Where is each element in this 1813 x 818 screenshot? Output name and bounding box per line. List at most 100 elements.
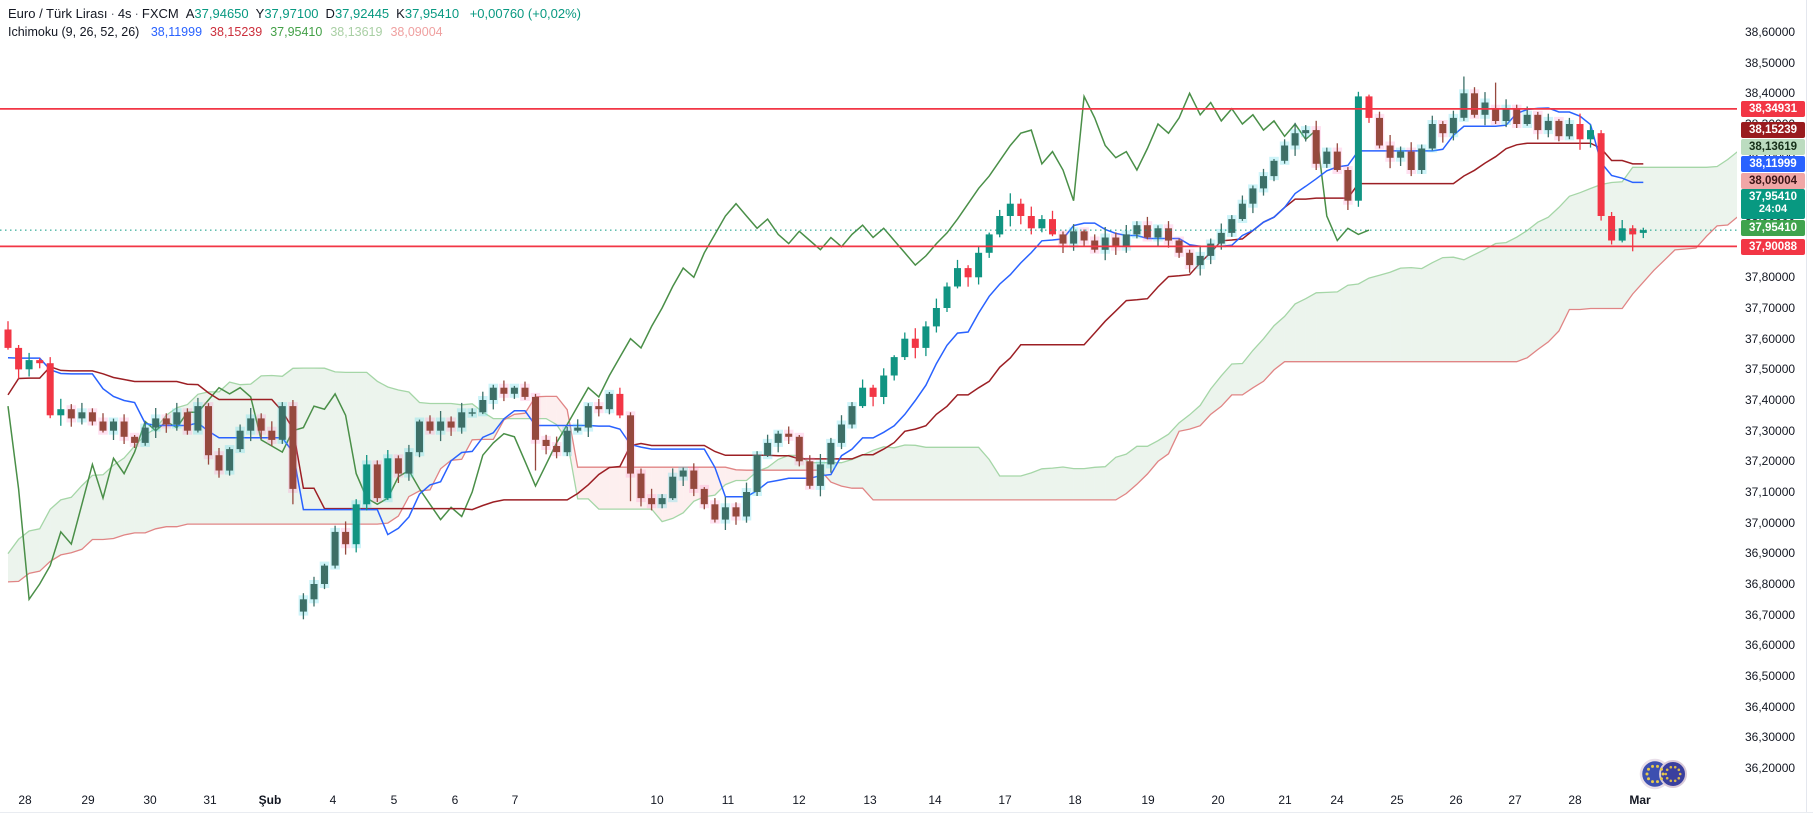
indicator-value-conversion: 38,11999 bbox=[150, 25, 203, 39]
candle-body bbox=[1281, 145, 1289, 161]
candle-body bbox=[131, 436, 139, 443]
candle-body bbox=[859, 387, 867, 407]
ichimoku-cloud-segment bbox=[155, 415, 167, 529]
candle-body bbox=[1344, 170, 1352, 201]
candle-body bbox=[880, 375, 888, 397]
candle-body bbox=[373, 464, 381, 499]
candle-body bbox=[1397, 151, 1405, 158]
ichimoku-cloud-segment bbox=[841, 459, 852, 489]
price-badge: 38,15239 bbox=[1741, 122, 1805, 138]
ichimoku-cloud-segment bbox=[1337, 285, 1348, 362]
price-badge: 37,90088 bbox=[1741, 239, 1805, 255]
candle-body bbox=[36, 360, 44, 364]
candle-body bbox=[1386, 145, 1394, 158]
time-axis-label: 12 bbox=[792, 793, 806, 807]
candle-body bbox=[658, 498, 666, 505]
price-axis-label: 36,50000 bbox=[1745, 669, 1796, 683]
ichimoku-cloud-segment bbox=[29, 528, 40, 574]
ohlc-value: 37,92445 bbox=[334, 6, 390, 21]
candle-body bbox=[1038, 219, 1046, 229]
candle-body bbox=[4, 329, 12, 348]
ichimoku-cloud-segment bbox=[303, 368, 314, 525]
ichimoku-cloud-segment bbox=[166, 407, 177, 527]
ichimoku-cloud-segment bbox=[1558, 196, 1570, 331]
candle-body bbox=[500, 387, 508, 394]
indicator-name: Ichimoku bbox=[8, 25, 59, 39]
ohlc-key: K bbox=[396, 6, 405, 21]
ichimoku-cloud-segment bbox=[1495, 242, 1507, 362]
candle-body bbox=[542, 439, 550, 446]
candle-body bbox=[1460, 93, 1468, 118]
candle-body bbox=[1597, 133, 1605, 216]
ohlc-key: Y bbox=[255, 6, 265, 21]
price-axis[interactable]: 38,6000038,5000038,4000038,3000038,20000… bbox=[1737, 0, 1813, 818]
price-axis-label: 37,60000 bbox=[1745, 331, 1796, 346]
candle-body bbox=[110, 421, 117, 431]
ichimoku-cloud-segment bbox=[883, 446, 895, 500]
ichimoku-cloud-segment bbox=[219, 382, 230, 525]
indicator-legend-row[interactable]: Ichimoku (9, 26, 52, 26) 38,11999 38,1523… bbox=[8, 23, 581, 41]
ichimoku-cloud-segment bbox=[103, 465, 114, 540]
ichimoku-cloud-segment bbox=[1727, 152, 1737, 225]
candle-body bbox=[627, 415, 634, 474]
price-badge: 38,34931 bbox=[1741, 101, 1805, 117]
candle-body bbox=[1238, 203, 1246, 219]
candle-body bbox=[394, 458, 402, 474]
symbol-legend-row[interactable]: Euro / Türk Lirası · 4s · FXCM A37,94650 Y37,9… bbox=[8, 5, 581, 23]
candle-body bbox=[838, 424, 845, 443]
ichimoku-cloud-segment bbox=[1643, 167, 1654, 283]
ichimoku-cloud-segment bbox=[968, 447, 979, 500]
ichimoku-cloud-segment bbox=[1580, 188, 1591, 310]
time-axis-label: 14 bbox=[928, 793, 942, 807]
ichimoku-cloud-segment bbox=[947, 447, 958, 500]
price-axis-label: 37,80000 bbox=[1745, 270, 1796, 285]
ichimoku-cloud-segment bbox=[1347, 284, 1359, 362]
ichimoku-cloud-segment bbox=[1706, 166, 1718, 237]
ichimoku-cloud-segment bbox=[778, 455, 789, 471]
time-axis-label: 27 bbox=[1508, 793, 1522, 807]
ichimoku-cloud-segment bbox=[1041, 468, 1053, 500]
candle-body bbox=[1228, 219, 1236, 233]
candle-body bbox=[1555, 120, 1563, 137]
ohlc-value: 37,94650 bbox=[194, 6, 249, 21]
ichimoku-cloud-segment bbox=[609, 467, 620, 510]
ichimoku-cloud-segment bbox=[546, 396, 557, 425]
time-axis-label: 7 bbox=[511, 793, 519, 807]
indicator-value-lead1: 38,13619 bbox=[330, 25, 383, 39]
candle-body bbox=[637, 473, 645, 499]
ichimoku-cloud-segment bbox=[1696, 167, 1707, 248]
candle-body bbox=[700, 488, 708, 505]
candle-body bbox=[1365, 96, 1373, 118]
time-axis-label: 21 bbox=[1278, 793, 1292, 807]
ichimoku-cloud-segment bbox=[430, 403, 441, 490]
candle-body bbox=[795, 436, 803, 462]
price-axis-label: 36,70000 bbox=[1745, 607, 1796, 622]
ichimoku-cloud-segment bbox=[1263, 325, 1274, 382]
ichimoku-cloud-segment bbox=[482, 412, 494, 440]
candle-body bbox=[732, 507, 740, 517]
axis-border-horizontal bbox=[0, 812, 1813, 813]
price-change: +0,00760 (+0,02%) bbox=[469, 6, 582, 21]
time-axis-label: 4 bbox=[329, 793, 337, 807]
candle-body bbox=[215, 455, 223, 471]
candle-body bbox=[1608, 216, 1616, 241]
ichimoku-cloud-segment bbox=[736, 469, 747, 481]
candle-body bbox=[1534, 114, 1542, 131]
time-axis-label: 19 bbox=[1141, 793, 1155, 807]
candle-body bbox=[1122, 234, 1130, 247]
ichimoku-cloud-segment bbox=[1516, 230, 1528, 362]
time-axis[interactable]: 28 29 30 31 Şub 4 5 6 7 10 11 12 13 14 17 18 19 20 21 24 25 2… bbox=[0, 790, 1737, 818]
ichimoku-cloud-segment bbox=[904, 445, 916, 500]
ohlc-values: A37,94650 Y37,97100 D37,92445 K37,95410 bbox=[179, 6, 459, 21]
ichimoku-cloud-segment bbox=[314, 368, 325, 525]
candle-body bbox=[99, 421, 107, 431]
ichimoku-cloud-segment bbox=[92, 474, 103, 540]
ichimoku-cloud-segment bbox=[1020, 472, 1032, 500]
candle-body bbox=[1492, 108, 1500, 121]
ichimoku-cloud-segment bbox=[50, 499, 61, 562]
price-axis-label: 37,70000 bbox=[1745, 301, 1796, 315]
ichimoku-cloud-segment bbox=[398, 390, 409, 517]
price-axis-label: 37,20000 bbox=[1745, 454, 1796, 469]
time-axis-label: 29 bbox=[81, 793, 95, 807]
price-chart-canvas[interactable] bbox=[0, 0, 1737, 818]
